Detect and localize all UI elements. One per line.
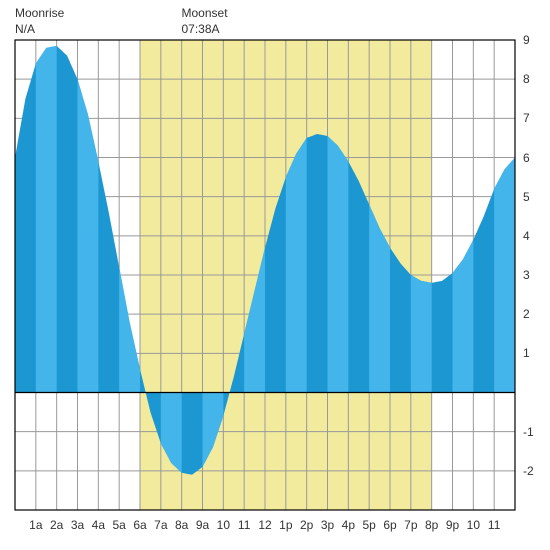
y-tick-label: 9 (523, 33, 530, 47)
y-tick-label: 3 (523, 268, 530, 282)
x-tick-label: 6a (133, 518, 146, 532)
moonrise-label: Moonrise N/A (15, 6, 64, 37)
y-tick-label: 2 (523, 307, 530, 321)
x-tick-label: 3a (71, 518, 84, 532)
y-tick-label: 6 (523, 151, 530, 165)
x-tick-label: 5p (362, 518, 375, 532)
x-tick-label: 1a (29, 518, 42, 532)
x-tick-label: 2a (50, 518, 63, 532)
x-tick-label: 9a (196, 518, 209, 532)
chart-canvas (0, 0, 550, 550)
x-tick-label: 10 (217, 518, 230, 532)
y-tick-label: 8 (523, 72, 530, 86)
x-tick-label: 8p (425, 518, 438, 532)
x-tick-label: 5a (112, 518, 125, 532)
x-tick-label: 3p (321, 518, 334, 532)
x-tick-label: 8a (175, 518, 188, 532)
x-tick-label: 1p (279, 518, 292, 532)
x-tick-label: 11 (238, 518, 250, 532)
y-tick-label: 5 (523, 190, 530, 204)
x-tick-label: 4a (92, 518, 105, 532)
y-tick-label: 1 (523, 346, 530, 360)
x-tick-label: 7p (404, 518, 417, 532)
tide-chart: Moonrise N/A Moonset 07:38A -2-112345678… (0, 0, 550, 550)
x-tick-label: 2p (300, 518, 313, 532)
y-tick-label: 4 (523, 229, 530, 243)
x-tick-label: 9p (446, 518, 459, 532)
moonset-label: Moonset 07:38A (182, 6, 228, 37)
x-tick-label: 10 (467, 518, 480, 532)
x-tick-label: 6p (383, 518, 396, 532)
x-tick-label: 4p (342, 518, 355, 532)
y-tick-label: 7 (523, 111, 530, 125)
x-tick-label: 11 (488, 518, 500, 532)
x-tick-label: 12 (258, 518, 271, 532)
y-tick-label: -2 (523, 464, 534, 478)
x-tick-label: 7a (154, 518, 167, 532)
y-tick-label: -1 (523, 425, 534, 439)
